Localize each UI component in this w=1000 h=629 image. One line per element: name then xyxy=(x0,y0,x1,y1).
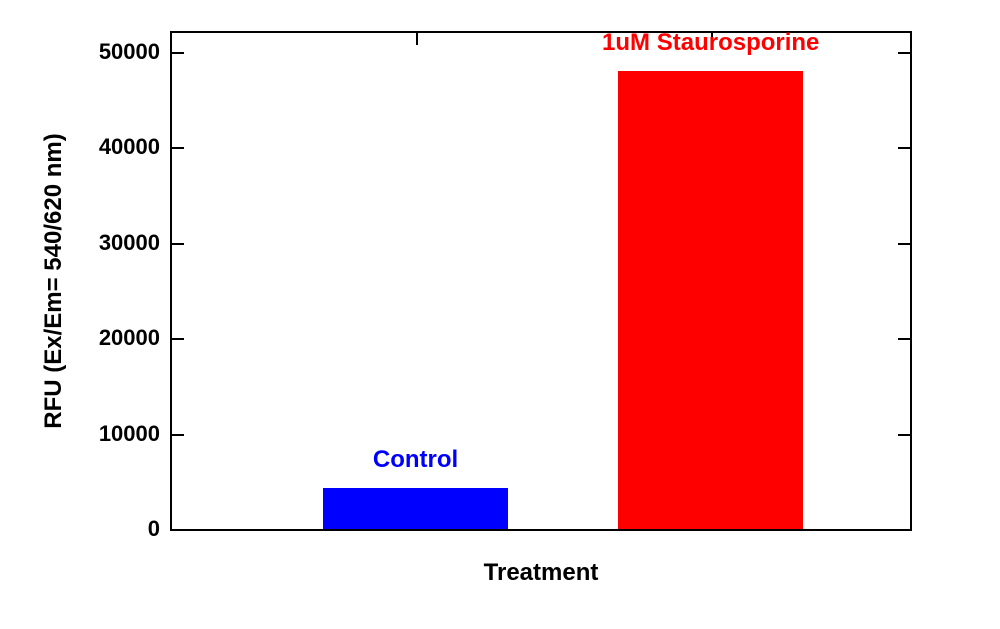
y-tick xyxy=(172,147,184,149)
y-tick xyxy=(898,147,910,149)
staurosporine-bar xyxy=(618,71,803,529)
y-tick-label: 50000 xyxy=(70,39,160,65)
y-tick xyxy=(172,529,184,531)
y-tick-label: 20000 xyxy=(70,325,160,351)
y-tick xyxy=(898,338,910,340)
staurosporine-bar-label: 1uM Staurosporine xyxy=(551,29,871,57)
y-tick xyxy=(898,529,910,531)
y-tick-label: 10000 xyxy=(70,421,160,447)
y-tick xyxy=(898,243,910,245)
y-tick xyxy=(898,52,910,54)
y-tick-label: 40000 xyxy=(70,134,160,160)
chart-container: RFU (Ex/Em= 540/620 nm) Treatment 0 10000… xyxy=(0,0,1000,629)
control-bar xyxy=(323,488,508,529)
y-tick-label: 30000 xyxy=(70,230,160,256)
x-axis-label: Treatment xyxy=(391,559,691,587)
y-tick xyxy=(172,338,184,340)
y-tick xyxy=(172,434,184,436)
y-tick xyxy=(172,52,184,54)
control-bar-label: Control xyxy=(256,446,576,474)
y-tick xyxy=(898,434,910,436)
y-axis-label: RFU (Ex/Em= 540/620 nm) xyxy=(40,31,68,531)
y-tick-label: 0 xyxy=(70,516,160,542)
x-tick xyxy=(416,33,418,45)
y-tick xyxy=(172,243,184,245)
